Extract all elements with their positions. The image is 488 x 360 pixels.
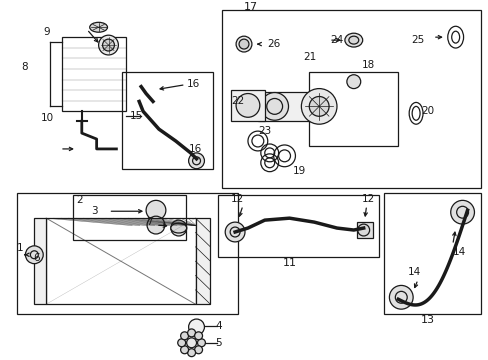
Circle shape (146, 201, 165, 220)
Text: 20: 20 (421, 106, 434, 116)
Text: 19: 19 (292, 166, 305, 176)
Text: 11: 11 (282, 258, 296, 268)
Text: 9: 9 (44, 27, 50, 37)
Text: 5: 5 (215, 338, 221, 348)
Bar (62, 37, 126, 111)
Bar (384, 193, 480, 314)
Circle shape (225, 222, 244, 242)
Circle shape (182, 333, 201, 353)
Circle shape (180, 332, 188, 340)
Text: 6: 6 (33, 253, 40, 263)
Bar (46, 218, 195, 304)
Circle shape (188, 319, 204, 335)
Ellipse shape (170, 223, 186, 233)
Circle shape (186, 338, 196, 348)
Circle shape (346, 75, 360, 89)
Text: 10: 10 (41, 113, 54, 123)
Text: 2: 2 (76, 195, 83, 205)
Circle shape (194, 332, 202, 340)
Bar (17, 193, 238, 314)
Text: 16: 16 (188, 144, 202, 154)
Bar (34, 218, 46, 304)
Circle shape (187, 349, 195, 357)
Text: 8: 8 (21, 62, 28, 72)
Text: 14: 14 (452, 247, 465, 257)
Bar (195, 218, 210, 304)
Text: 1: 1 (17, 243, 24, 253)
Circle shape (147, 216, 164, 234)
Ellipse shape (89, 22, 107, 32)
Text: 3: 3 (91, 206, 98, 216)
Text: 12: 12 (361, 194, 374, 204)
Circle shape (180, 346, 188, 354)
Circle shape (102, 39, 114, 51)
Text: 26: 26 (266, 39, 280, 49)
Circle shape (239, 39, 248, 49)
Ellipse shape (236, 36, 251, 52)
Text: 24: 24 (330, 35, 343, 45)
Circle shape (388, 285, 412, 309)
Bar (222, 10, 480, 189)
Bar (218, 195, 378, 257)
Bar (257, 91, 314, 121)
Circle shape (170, 220, 186, 236)
Ellipse shape (348, 36, 358, 44)
Circle shape (197, 339, 205, 347)
Circle shape (187, 329, 195, 337)
Bar (356, 222, 372, 238)
Text: 22: 22 (231, 96, 244, 107)
Circle shape (301, 89, 336, 124)
Circle shape (194, 346, 202, 354)
Text: 18: 18 (361, 60, 374, 70)
Circle shape (260, 93, 288, 120)
Circle shape (177, 339, 185, 347)
Circle shape (236, 94, 259, 117)
Bar (73, 195, 185, 240)
Circle shape (25, 246, 43, 264)
Circle shape (357, 224, 369, 236)
Circle shape (308, 96, 328, 116)
Text: 23: 23 (258, 126, 271, 136)
Circle shape (188, 153, 204, 169)
Text: 17: 17 (244, 3, 258, 13)
Bar (122, 72, 213, 169)
Ellipse shape (344, 33, 362, 47)
Text: 14: 14 (407, 266, 420, 276)
Text: 15: 15 (129, 111, 142, 121)
Text: 25: 25 (410, 35, 424, 45)
Text: 21: 21 (303, 52, 316, 62)
Circle shape (450, 201, 473, 224)
Bar (231, 90, 264, 121)
Text: 16: 16 (186, 78, 200, 89)
Text: 4: 4 (215, 321, 221, 331)
Text: 12: 12 (230, 194, 243, 204)
Circle shape (99, 35, 118, 55)
Text: 13: 13 (420, 315, 434, 325)
Text: 7: 7 (145, 217, 152, 227)
Bar (308, 72, 398, 146)
